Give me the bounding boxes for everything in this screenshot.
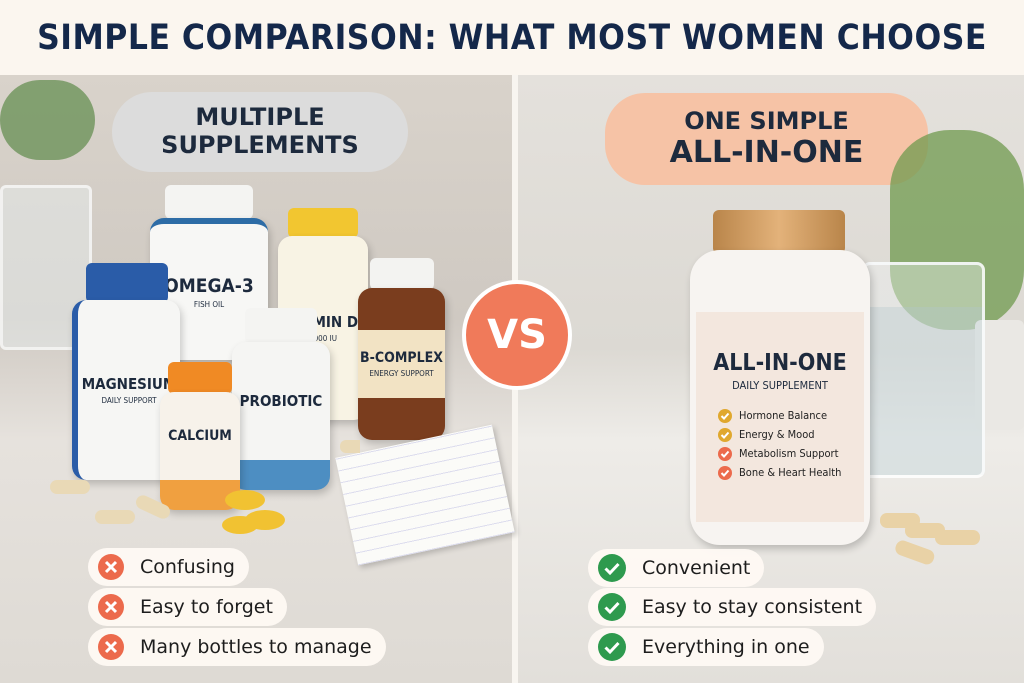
plant — [0, 80, 95, 160]
item-text: Everything in one — [642, 636, 810, 658]
bottle-cap — [86, 263, 168, 303]
benefit: Hormone Balance — [718, 408, 841, 423]
right-heading: ONE SIMPLE ALL-IN-ONE — [605, 93, 928, 185]
bottle-name: CALCIUM — [168, 428, 232, 444]
benefit: Metabolism Support — [718, 446, 841, 461]
title: SIMPLE COMPARISON: WHAT MOST WOMEN CHOOS… — [0, 0, 1024, 75]
loose-pills — [880, 513, 980, 565]
bottle: B-COMPLEX ENERGY SUPPORT — [358, 288, 445, 440]
bottle-sub: DAILY SUPPORT — [101, 396, 157, 405]
bottle-name: MAGNESIUM — [81, 375, 177, 393]
bottle-cap — [245, 308, 317, 344]
benefit-text: Energy & Mood — [739, 428, 815, 441]
bottle-cap — [165, 185, 253, 219]
bottle-sub: DAILY SUPPLEMENT — [732, 378, 828, 392]
bottle-sub: 5000 IU — [309, 334, 337, 343]
item-text: Many bottles to manage — [140, 636, 372, 658]
bottle-name: PROBIOTIC — [239, 392, 323, 410]
benefit-text: Hormone Balance — [739, 409, 828, 422]
bottle: CALCIUM — [160, 392, 240, 510]
bottle: PROBIOTIC — [232, 342, 330, 490]
bottle-cap — [168, 362, 232, 394]
con-item: Many bottles to manage — [88, 628, 386, 666]
bottle-sub: ENERGY SUPPORT — [369, 369, 434, 378]
heading-line: ONE SIMPLE — [684, 106, 849, 135]
bottle: MAGNESIUM DAILY SUPPORT — [72, 300, 180, 480]
bottle-name: B-COMPLEX — [360, 350, 443, 366]
con-item: Confusing — [88, 548, 249, 586]
heading-line: SUPPLEMENTS — [161, 131, 359, 159]
benefit-text: Bone & Heart Health — [739, 466, 842, 479]
bottle-cap — [288, 208, 358, 238]
con-item: Easy to forget — [88, 588, 287, 626]
water-glass — [862, 262, 985, 478]
heading-line: MULTIPLE — [195, 103, 325, 132]
bottle-name: OMEGA-3 — [164, 275, 254, 297]
bottle-label: ALL-IN-ONE DAILY SUPPLEMENT Hormone Bala… — [696, 312, 864, 522]
bottle-cap — [713, 210, 845, 254]
left-heading: MULTIPLE SUPPLEMENTS — [112, 92, 408, 172]
pro-item: Easy to stay consistent — [588, 588, 877, 626]
pro-item: Everything in one — [588, 628, 824, 666]
item-text: Convenient — [642, 557, 751, 579]
bottle-sub: FISH OIL — [193, 300, 225, 309]
benefit: Bone & Heart Health — [718, 465, 842, 480]
bottle-cap — [370, 258, 434, 290]
benefit: Energy & Mood — [718, 427, 841, 442]
pro-item: Convenient — [588, 549, 765, 587]
bottle: ALL-IN-ONE DAILY SUPPLEMENT Hormone Bala… — [690, 250, 870, 545]
bottle-label: B-COMPLEX ENERGY SUPPORT — [358, 330, 445, 398]
benefit-list: Hormone Balance Energy & Mood Metabolism… — [718, 404, 841, 485]
bottle-name: ALL-IN-ONE — [713, 349, 847, 376]
vs-badge: VS — [462, 280, 572, 390]
item-text: Confusing — [140, 556, 235, 578]
loose-pills — [50, 440, 360, 534]
benefit-text: Metabolism Support — [739, 447, 839, 460]
heading-line: ALL-IN-ONE — [669, 134, 864, 170]
item-text: Easy to forget — [140, 596, 273, 618]
item-text: Easy to stay consistent — [642, 596, 863, 618]
